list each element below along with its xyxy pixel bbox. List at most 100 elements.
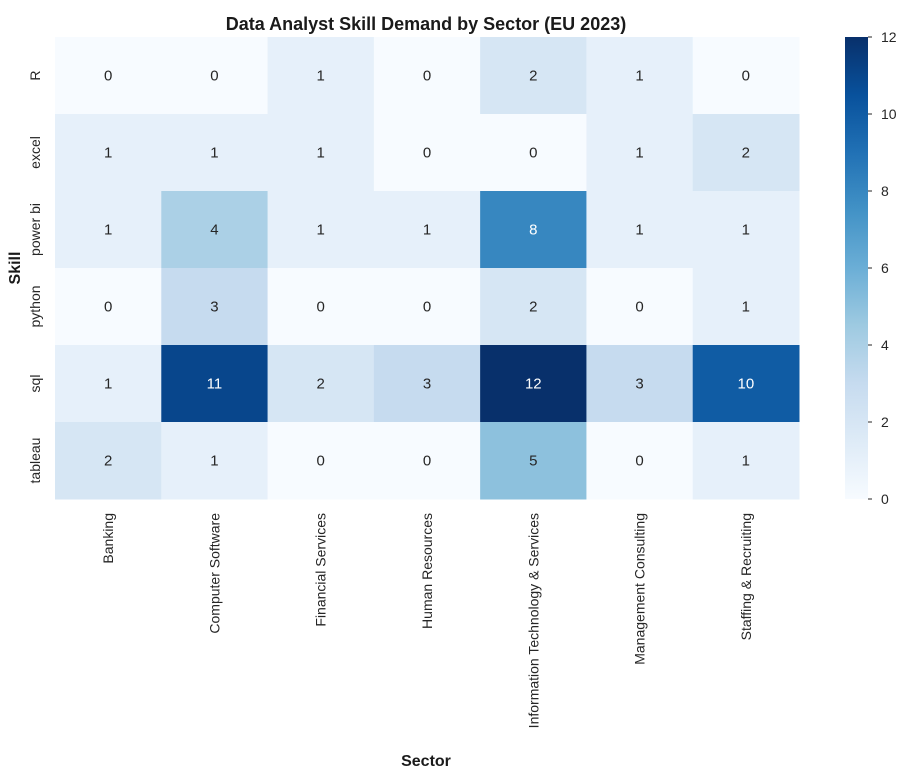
chart-title: Data Analyst Skill Demand by Sector (EU …	[226, 14, 626, 34]
cell-value-label: 1	[423, 222, 431, 239]
y-tick-label: python	[27, 285, 43, 327]
heatmap-cell	[267, 114, 375, 192]
heatmap-cell	[55, 37, 162, 115]
cell-value-label: 8	[529, 222, 537, 239]
heatmap-cell	[373, 345, 481, 423]
colorbar: 0 2 4 6 8 10 12	[845, 29, 897, 507]
colorbar-tick-label: 12	[881, 29, 897, 45]
colorbar-tick-label: 8	[881, 183, 889, 199]
heatmap-cell	[373, 37, 481, 115]
heatmap-cell	[586, 37, 694, 115]
colorbar-tick-label: 6	[881, 260, 889, 276]
heatmap-cell	[586, 191, 694, 269]
x-tick-labels: Banking Computer Software Financial Servic…	[100, 513, 754, 729]
heatmap-cell	[692, 37, 800, 115]
cell-value-label: 0	[423, 299, 431, 316]
colorbar-tick-label: 4	[881, 337, 889, 353]
heatmap-cell	[480, 114, 587, 192]
heatmap-cell	[55, 114, 162, 192]
x-tick-label: Computer Software	[206, 513, 222, 634]
heatmap-cell	[586, 345, 694, 423]
cell-value-label: 1	[104, 222, 112, 239]
x-axis-label: Sector	[401, 753, 451, 770]
x-tick-label: Staffing & Recruiting	[738, 513, 754, 640]
heatmap-cell	[55, 345, 162, 423]
y-tick-label: power bi	[27, 203, 43, 256]
y-axis-label: Skill	[7, 252, 24, 285]
colorbar-tick-label: 0	[881, 491, 889, 507]
cell-value-label: 1	[317, 222, 325, 239]
heatmap-cell	[161, 345, 269, 423]
heatmap-cell	[161, 114, 269, 192]
cell-value-label: 1	[317, 145, 325, 162]
cell-value-label: 2	[742, 145, 750, 162]
cell-value-label: 3	[635, 376, 643, 393]
cell-value-label: 0	[635, 299, 643, 316]
cell-value-label: 2	[104, 453, 112, 470]
cell-value-label: 1	[635, 145, 643, 162]
cell-value-label: 1	[742, 453, 750, 470]
cell-value-label: 4	[210, 222, 218, 239]
heatmap-cell	[692, 345, 800, 423]
heatmap-cell	[55, 422, 162, 500]
x-tick-label: Banking	[100, 513, 116, 564]
heatmap-cells: 0 0 1 0 2 1 01 1 1 0 0 1 21 4 1 1 8 1 10 3 0 0 2 0 11 11 2 3 12 3 102 1…	[55, 37, 800, 500]
cell-value-label: 0	[635, 453, 643, 470]
cell-value-label: 0	[423, 68, 431, 85]
cell-value-label: 1	[104, 145, 112, 162]
y-tick-label: R	[27, 70, 43, 80]
x-tick-label: Management Consulting	[632, 513, 648, 665]
heatmap-cell	[480, 422, 587, 500]
cell-value-label: 10	[738, 376, 755, 393]
colorbar-tick-label: 2	[881, 414, 889, 430]
cell-value-label: 1	[742, 299, 750, 316]
heatmap-cell	[267, 268, 375, 346]
cell-value-label: 1	[317, 68, 325, 85]
cell-value-label: 1	[104, 376, 112, 393]
heatmap-cell	[373, 268, 481, 346]
cell-value-label: 5	[529, 453, 537, 470]
heatmap-cell	[373, 191, 481, 269]
cell-value-label: 3	[423, 376, 431, 393]
heatmap-cell	[480, 345, 587, 423]
y-tick-label: tableau	[27, 438, 43, 484]
heatmap-cell	[586, 268, 694, 346]
y-tick-label: sql	[27, 375, 43, 393]
heatmap-cell	[161, 422, 269, 500]
cell-value-label: 1	[210, 453, 218, 470]
heatmap-cell	[161, 191, 269, 269]
heatmap-cell	[161, 37, 269, 115]
heatmap-cell	[480, 268, 587, 346]
cell-value-label: 1	[742, 222, 750, 239]
cell-value-label: 0	[104, 299, 112, 316]
colorbar-gradient	[845, 37, 868, 499]
heatmap-cell	[692, 268, 800, 346]
heatmap-cell	[267, 191, 375, 269]
heatmap-cell	[267, 37, 375, 115]
heatmap-cell	[161, 268, 269, 346]
colorbar-tick-label: 10	[881, 106, 897, 122]
cell-value-label: 0	[317, 299, 325, 316]
cell-value-label: 1	[210, 145, 218, 162]
x-tick-label: Information Technology & Services	[525, 513, 541, 728]
x-tick-label: Financial Services	[313, 513, 329, 627]
cell-value-label: 0	[317, 453, 325, 470]
cell-value-label: 2	[317, 376, 325, 393]
cell-value-label: 0	[742, 68, 750, 85]
cell-value-label: 0	[210, 68, 218, 85]
heatmap-cell	[692, 422, 800, 500]
cell-value-label: 2	[529, 299, 537, 316]
heatmap-cell	[692, 114, 800, 192]
cell-value-label: 0	[423, 453, 431, 470]
heatmap-cell	[692, 191, 800, 269]
cell-value-label: 1	[635, 222, 643, 239]
heatmap-cell	[373, 114, 481, 192]
cell-value-label: 2	[529, 68, 537, 85]
cell-value-label: 0	[104, 68, 112, 85]
cell-value-label: 3	[210, 299, 218, 316]
heatmap-cell	[55, 268, 162, 346]
cell-value-label: 0	[423, 145, 431, 162]
heatmap-cell	[586, 114, 694, 192]
